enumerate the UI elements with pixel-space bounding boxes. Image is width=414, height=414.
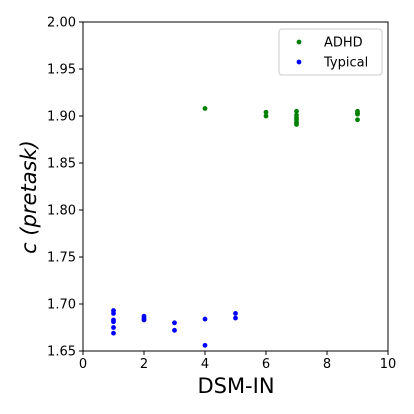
x-tick-label: 0 <box>79 357 87 372</box>
y-tick-label: 1.95 <box>47 63 76 78</box>
data-point-adhd <box>202 106 208 111</box>
data-point-adhd <box>263 113 269 119</box>
data-point-adhd <box>263 109 269 115</box>
data-point-typical <box>233 311 238 316</box>
data-point-adhd <box>355 117 360 123</box>
x-axis-title: DSM-IN <box>197 374 274 398</box>
data-point-adhd <box>294 108 299 114</box>
data-point-typical <box>111 319 116 325</box>
x-tick-label: 8 <box>323 357 331 372</box>
y-tick-label: 1.65 <box>47 345 76 360</box>
y-tick-label: 2.00 <box>47 16 76 31</box>
data-point-typical <box>202 342 208 348</box>
data-point-typical <box>172 327 177 333</box>
x-tick-label: 2 <box>140 357 148 372</box>
data-point-typical <box>202 316 208 322</box>
legend-label-typical: Typical <box>323 56 368 71</box>
legend: ADHD Typical <box>278 28 383 76</box>
y-tick-label: 1.90 <box>47 110 76 125</box>
axes: 0 2 4 6 8 10 1.65 1.70 1.75 1.80 1.85 1.90 1.95 2.00 <box>47 16 396 373</box>
plot-frame <box>82 21 389 352</box>
legend-marker-typical <box>296 59 302 65</box>
plot-area <box>111 106 360 348</box>
x-tick-label: 4 <box>201 357 209 372</box>
y-tick-label: 1.70 <box>47 298 76 313</box>
x-tick-label: 10 <box>380 357 397 372</box>
legend-label-adhd: ADHD <box>324 36 363 51</box>
data-point-typical <box>111 311 116 316</box>
y-tick-label: 1.85 <box>47 157 76 172</box>
data-point-typical <box>172 320 177 326</box>
data-point-typical <box>141 317 147 323</box>
data-point-typical <box>233 315 238 321</box>
x-tick-label: 6 <box>262 357 270 372</box>
legend-marker-adhd <box>296 39 302 45</box>
y-tick-label: 1.75 <box>47 251 76 266</box>
data-point-adhd <box>355 111 360 117</box>
legend-box <box>278 28 383 76</box>
y-axis-title: c (pretask) <box>17 140 41 254</box>
data-point-adhd <box>294 122 299 127</box>
y-tick-label: 1.80 <box>47 204 76 219</box>
data-point-typical <box>111 325 116 330</box>
data-point-typical <box>111 330 116 336</box>
